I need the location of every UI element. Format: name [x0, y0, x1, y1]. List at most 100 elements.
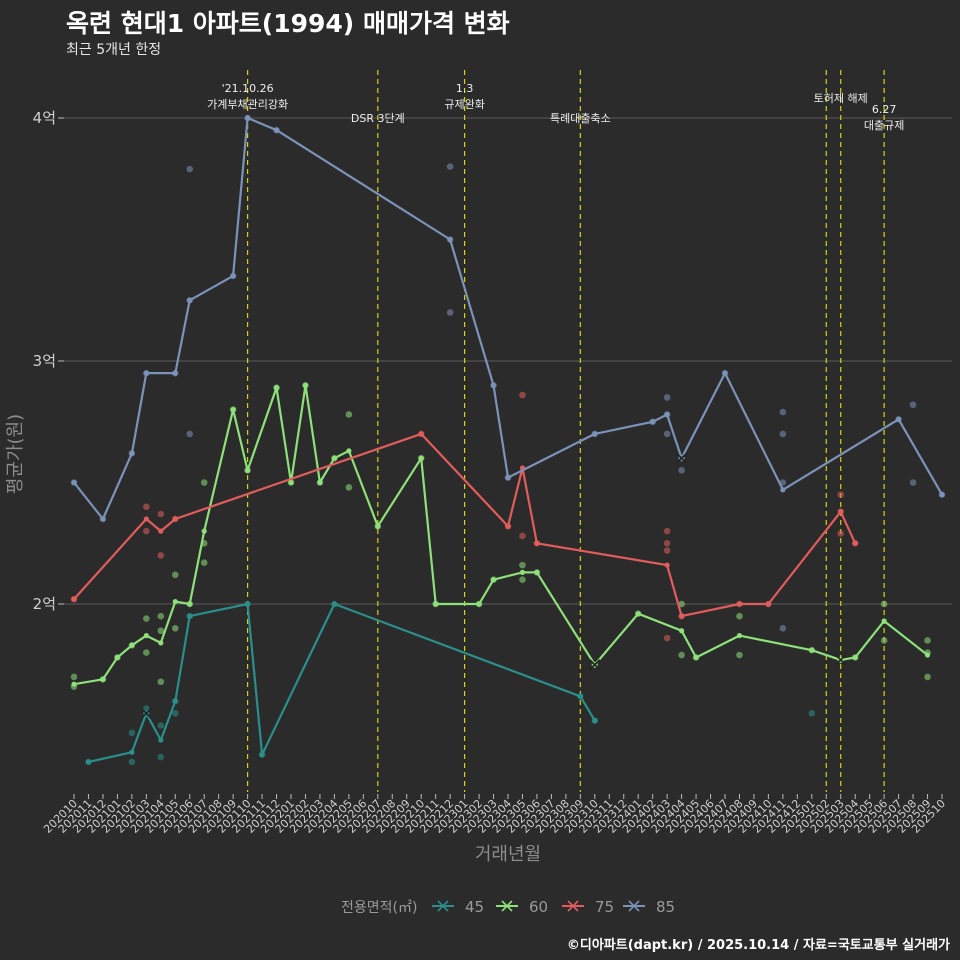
series-line: [73, 384, 929, 686]
data-point: [143, 615, 150, 622]
data-point: [779, 625, 787, 632]
line-point: [505, 523, 511, 529]
line-point: [809, 647, 815, 653]
line-point: [158, 640, 164, 646]
event-label: 6.27: [872, 103, 897, 116]
line-point: [447, 236, 453, 243]
line-point: [129, 642, 135, 648]
line-point: [172, 598, 178, 605]
line-point: [490, 382, 497, 388]
line-point: [158, 528, 164, 534]
y-tick-label: 2억: [33, 595, 56, 613]
line-point: [650, 419, 656, 425]
data-point: [924, 637, 931, 644]
line-point: [172, 516, 178, 522]
line-point: [852, 654, 858, 661]
legend-item-label: 60: [529, 898, 548, 916]
line-point: [490, 577, 497, 583]
line-point: [129, 450, 135, 456]
line-point: [418, 431, 424, 437]
data-point: [143, 649, 150, 656]
data-point: [171, 571, 179, 579]
data-point: [157, 552, 165, 559]
data-point: [157, 753, 165, 761]
data-point: [779, 430, 787, 438]
cross-marker: [835, 654, 847, 666]
line-point: [245, 601, 251, 607]
line-point: [187, 297, 193, 303]
line-point: [722, 370, 728, 376]
event-label: 규제완화: [444, 98, 484, 111]
line-point: [71, 479, 77, 486]
line-point: [273, 385, 280, 391]
line-point: [896, 416, 902, 422]
line-point: [100, 516, 106, 522]
data-point: [779, 408, 787, 416]
data-point: [808, 710, 816, 717]
line-point: [924, 652, 931, 658]
data-point: [678, 651, 685, 659]
line-point: [476, 601, 482, 607]
line-point: [939, 492, 945, 498]
data-point: [663, 539, 671, 547]
line-point: [346, 448, 352, 454]
line-point: [592, 718, 598, 724]
legend-title: 전용면적(㎡): [341, 900, 417, 916]
line-point: [187, 601, 193, 607]
line-point: [765, 601, 772, 607]
legend-marker: [501, 900, 513, 912]
data-point: [663, 527, 671, 535]
line-point: [100, 676, 106, 682]
series-lines: [70, 114, 946, 766]
data-point: [909, 479, 917, 486]
line-point: [245, 115, 251, 121]
data-point: [143, 527, 150, 535]
legend-item-label: 75: [595, 898, 614, 916]
data-point: [143, 705, 150, 712]
series-line: [73, 116, 943, 521]
line-point: [71, 596, 77, 602]
legend-item-label: 85: [656, 898, 675, 916]
line-point: [679, 628, 685, 634]
data-point: [837, 530, 845, 537]
x-axis-title: 거래년월: [475, 844, 541, 865]
data-point: [837, 491, 845, 498]
line-point: [114, 654, 120, 661]
event-label: '21.10.26: [222, 82, 274, 95]
line-point: [85, 759, 92, 765]
line-point: [143, 370, 149, 376]
data-point: [171, 710, 179, 717]
legend-marker: [628, 900, 640, 912]
line-point: [881, 618, 887, 624]
series-45: [85, 600, 816, 766]
cross-marker: [676, 452, 688, 464]
line-point: [592, 431, 598, 437]
data-point: [157, 510, 165, 518]
line-point: [635, 611, 641, 617]
line-point: [172, 370, 178, 376]
data-point: [880, 600, 888, 608]
chart-title: 옥련 현대1 아파트(1994) 매매가격 변화: [66, 9, 510, 38]
data-point: [519, 561, 526, 569]
line-point: [288, 479, 294, 486]
line-point: [418, 455, 424, 461]
data-point: [157, 612, 165, 620]
data-point: [519, 576, 526, 583]
series-60: [70, 382, 931, 690]
line-point: [143, 632, 149, 639]
line-point: [187, 613, 193, 619]
y-axis-title: 평균가(원): [5, 414, 26, 494]
data-point: [519, 391, 526, 399]
line-point: [679, 613, 685, 619]
series-line: [88, 602, 596, 763]
event-label: 특례대출축소: [550, 112, 611, 125]
line-point: [245, 467, 251, 473]
y-axis: 2억 3억 4억: [33, 109, 64, 613]
line-point: [71, 681, 77, 687]
line-point: [375, 523, 381, 529]
event-label: 1.3: [456, 82, 474, 95]
line-point: [172, 698, 178, 704]
line-point: [780, 487, 786, 493]
data-point: [143, 503, 150, 511]
